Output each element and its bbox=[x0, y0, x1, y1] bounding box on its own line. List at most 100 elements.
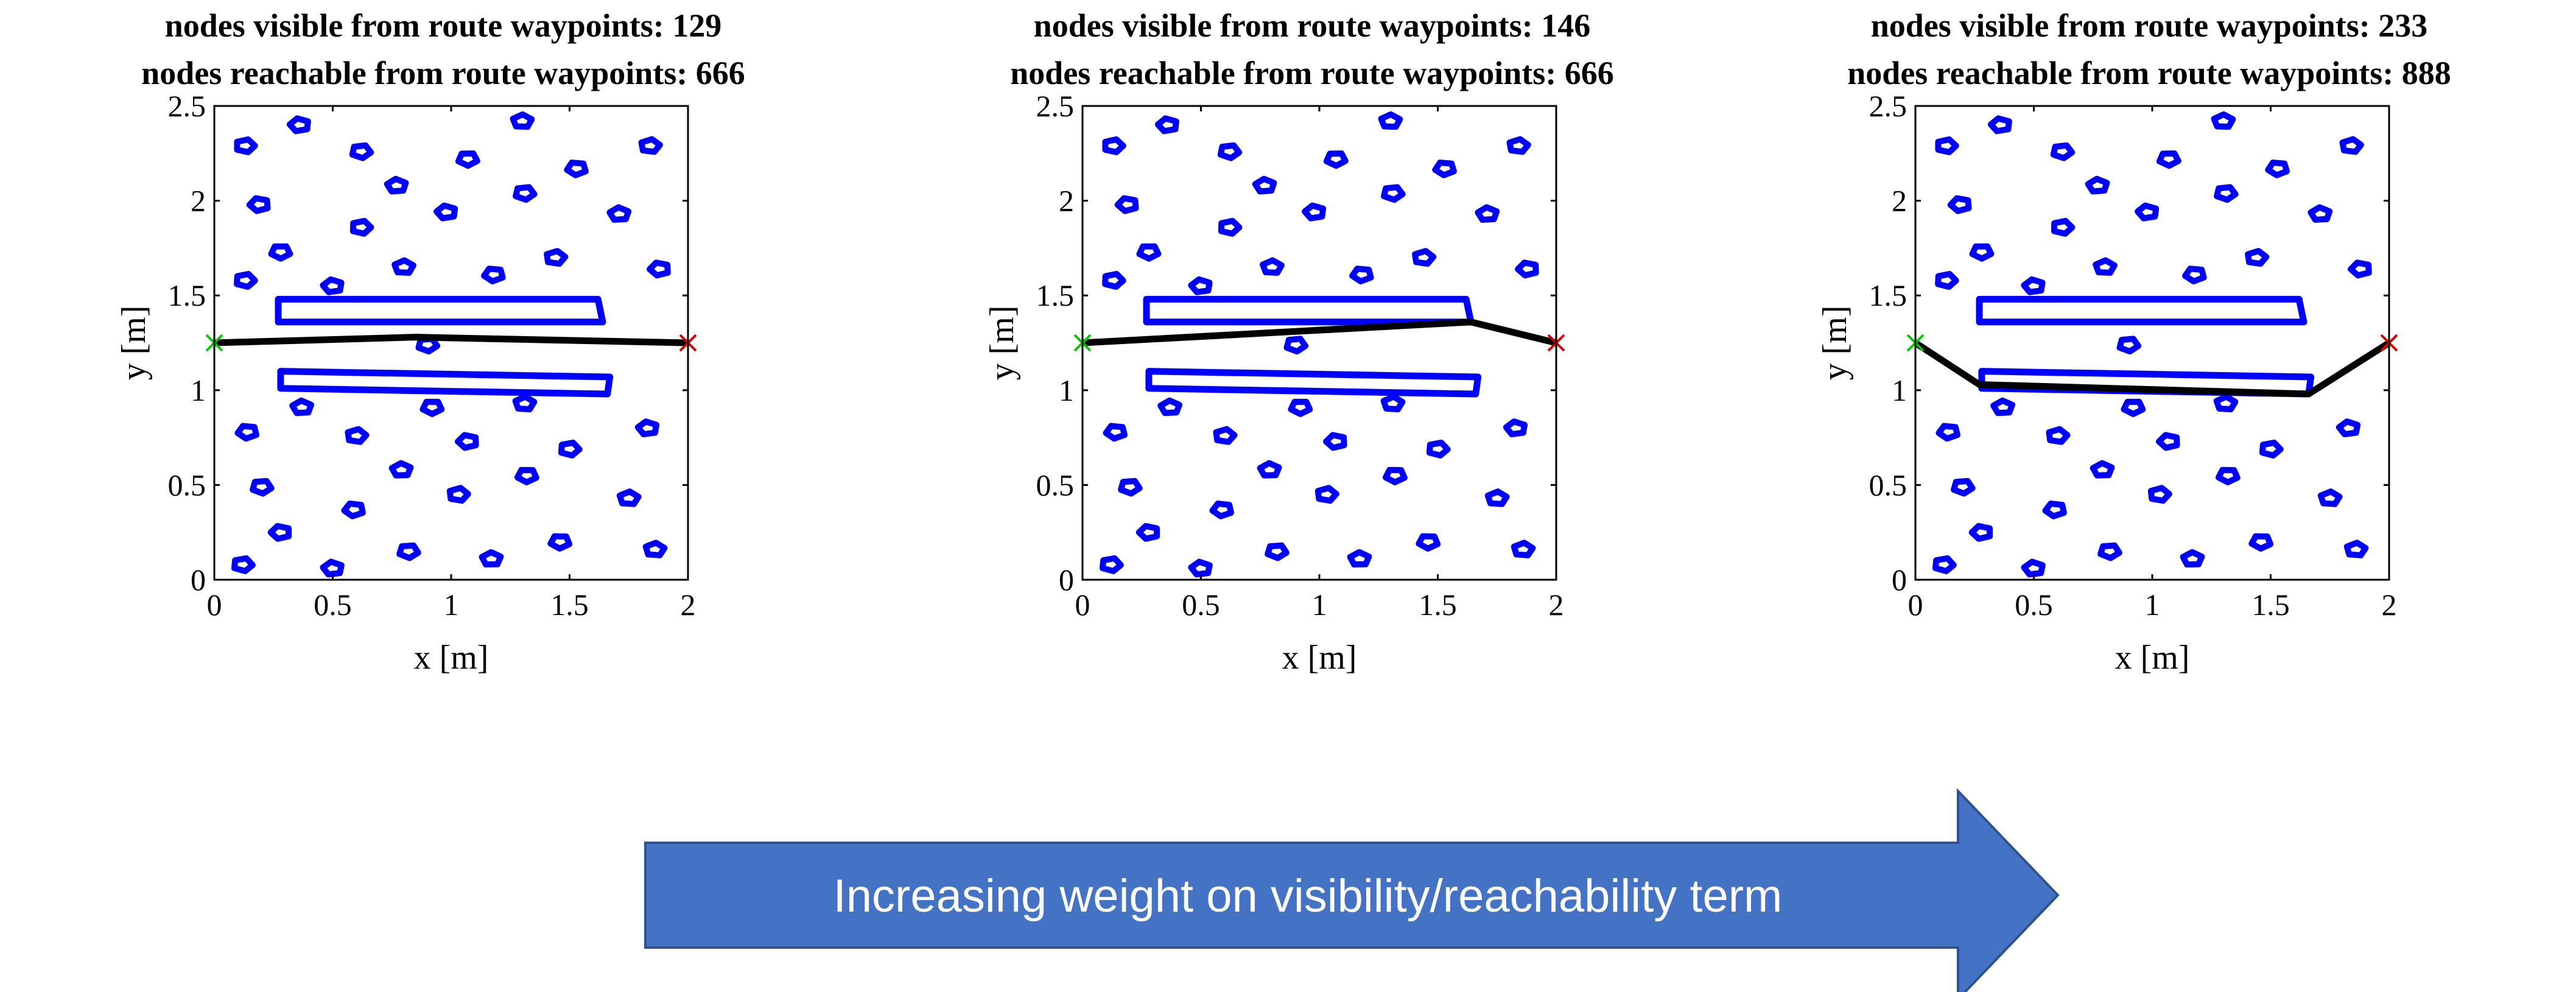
x-tick-label: 1 bbox=[444, 588, 459, 622]
pillar-obstacle bbox=[286, 115, 311, 135]
x-tick-label: 2 bbox=[1549, 588, 1564, 622]
pillar-obstacle bbox=[391, 257, 416, 276]
pillar-obstacle bbox=[419, 398, 445, 417]
route-line bbox=[1913, 340, 2391, 398]
pillar-obstacle bbox=[1218, 217, 1243, 237]
title-line-1: nodes visible from route waypoints: 129 bbox=[165, 7, 722, 44]
pillar-obstacle bbox=[1378, 111, 1403, 130]
pillar-obstacle bbox=[1103, 423, 1128, 442]
pillar-obstacle bbox=[1951, 477, 1976, 497]
wall-obstacle-1 bbox=[1976, 295, 2308, 326]
pillar-obstacle bbox=[2135, 202, 2160, 222]
y-tick-label: 2.5 bbox=[168, 89, 206, 123]
pillar-obstacle bbox=[634, 418, 660, 438]
pillar-obstacle bbox=[1252, 175, 1277, 195]
title-line-2: nodes reachable from route waypoints: 88… bbox=[1847, 55, 2451, 91]
pillar-obstacle bbox=[2093, 257, 2118, 276]
pillar-obstacle bbox=[231, 555, 256, 574]
x-tick-label: 0.5 bbox=[1182, 588, 1220, 622]
pillar-obstacle bbox=[2308, 204, 2333, 223]
pillar-obstacle bbox=[2156, 150, 2181, 169]
pillar-obstacle bbox=[2090, 460, 2115, 479]
pillar-obstacle bbox=[384, 175, 409, 195]
pillar-obstacle bbox=[2259, 439, 2284, 459]
pillar-obstacle bbox=[1990, 397, 2016, 417]
pillar-obstacle bbox=[2215, 466, 2241, 485]
y-tick-label: 1 bbox=[191, 373, 206, 407]
x-tick-label: 0.5 bbox=[2015, 588, 2053, 622]
pillar-obstacle bbox=[267, 522, 292, 542]
pillar-obstacle bbox=[1188, 558, 1213, 578]
y-tick-label: 2.5 bbox=[1036, 89, 1075, 123]
pillar-obstacle bbox=[564, 160, 589, 178]
pillar-obstacle bbox=[1209, 500, 1234, 519]
pillar-obstacle bbox=[388, 460, 414, 479]
pillar-obstacle bbox=[2265, 160, 2290, 178]
pillar-obstacle bbox=[2339, 136, 2364, 155]
pillar-obstacle bbox=[512, 393, 538, 413]
pillar-obstacle bbox=[2213, 393, 2239, 413]
x-axis-label: x [m] bbox=[2115, 639, 2190, 677]
y-tick-label: 2 bbox=[1892, 184, 1907, 218]
y-tick-label: 0.5 bbox=[1036, 468, 1075, 502]
y-tick-label: 0 bbox=[1059, 563, 1074, 597]
pillar-obstacle bbox=[1511, 540, 1536, 558]
y-tick-label: 0 bbox=[1892, 563, 1907, 597]
pillar-obstacle bbox=[638, 136, 663, 155]
pillar-obstacle bbox=[289, 397, 315, 417]
pillar-obstacle bbox=[1102, 270, 1126, 290]
y-tick-label: 0 bbox=[191, 563, 206, 597]
pillar-obstacle bbox=[481, 266, 506, 284]
pillar-obstacle bbox=[1102, 136, 1126, 155]
x-tick-label: 2 bbox=[2382, 588, 2397, 622]
y-axis-label: y [m] bbox=[1816, 306, 1854, 381]
pillar-obstacle bbox=[1969, 243, 1995, 262]
pillar-obstacle bbox=[2317, 488, 2343, 507]
title-line-2: nodes reachable from route waypoints: 66… bbox=[141, 55, 745, 91]
obstacle-layer bbox=[1932, 111, 2372, 578]
pillar-obstacle bbox=[616, 488, 642, 507]
pillar-obstacle bbox=[2180, 549, 2205, 568]
route-line bbox=[214, 334, 689, 346]
pillar-obstacle bbox=[1114, 195, 1139, 214]
pillar-obstacle bbox=[1947, 195, 1972, 214]
pillar-obstacle bbox=[268, 243, 293, 262]
pillar-obstacle bbox=[341, 500, 366, 519]
pillar-obstacle bbox=[234, 136, 258, 155]
wall-obstacle-2 bbox=[1145, 368, 1482, 398]
pillar-obstacle bbox=[2085, 175, 2110, 195]
axes-box bbox=[1914, 105, 2390, 581]
pillar-obstacle bbox=[479, 549, 504, 568]
pillar-obstacle bbox=[234, 270, 258, 290]
pillar-obstacle bbox=[2182, 266, 2207, 284]
pillar-obstacle bbox=[1188, 276, 1213, 295]
tick-layer: 0 0.5 1 1.5 2 0 0.5 1 1.5 2 2.5 bbox=[1869, 89, 2397, 622]
pillar-obstacle bbox=[2116, 336, 2142, 355]
pillar-obstacle bbox=[1506, 136, 1531, 155]
pillar-obstacle bbox=[2155, 432, 2180, 451]
pillar-obstacle bbox=[1302, 202, 1327, 222]
pillar-obstacle bbox=[1935, 136, 1959, 155]
pillar-obstacle bbox=[2348, 259, 2372, 279]
pillar-obstacle bbox=[1412, 248, 1437, 267]
pillar-obstacle bbox=[544, 248, 569, 267]
pillar-obstacle bbox=[1118, 477, 1143, 497]
pillar-obstacle bbox=[1260, 257, 1285, 276]
pillar-obstacle bbox=[1381, 184, 1406, 203]
pillar-obstacle bbox=[1288, 398, 1313, 417]
pillar-obstacle bbox=[2336, 418, 2361, 438]
pillar-obstacle bbox=[2343, 540, 2369, 558]
pillar-obstacle bbox=[1217, 142, 1243, 161]
pillar-obstacle bbox=[1099, 555, 1124, 574]
obstacle-layer bbox=[231, 111, 671, 578]
pillar-obstacle bbox=[2248, 533, 2274, 552]
x-tick-label: 1.5 bbox=[550, 588, 589, 622]
pillar-obstacle bbox=[1936, 423, 1960, 442]
pillar-obstacle bbox=[1475, 204, 1500, 223]
title-line-2: nodes reachable from route waypoints: 66… bbox=[1010, 55, 1614, 91]
pillar-obstacle bbox=[349, 142, 374, 161]
pillar-obstacle bbox=[2211, 111, 2236, 130]
y-tick-label: 1.5 bbox=[1036, 278, 1075, 312]
pillar-obstacle bbox=[642, 540, 668, 558]
y-tick-label: 1.5 bbox=[168, 278, 206, 312]
